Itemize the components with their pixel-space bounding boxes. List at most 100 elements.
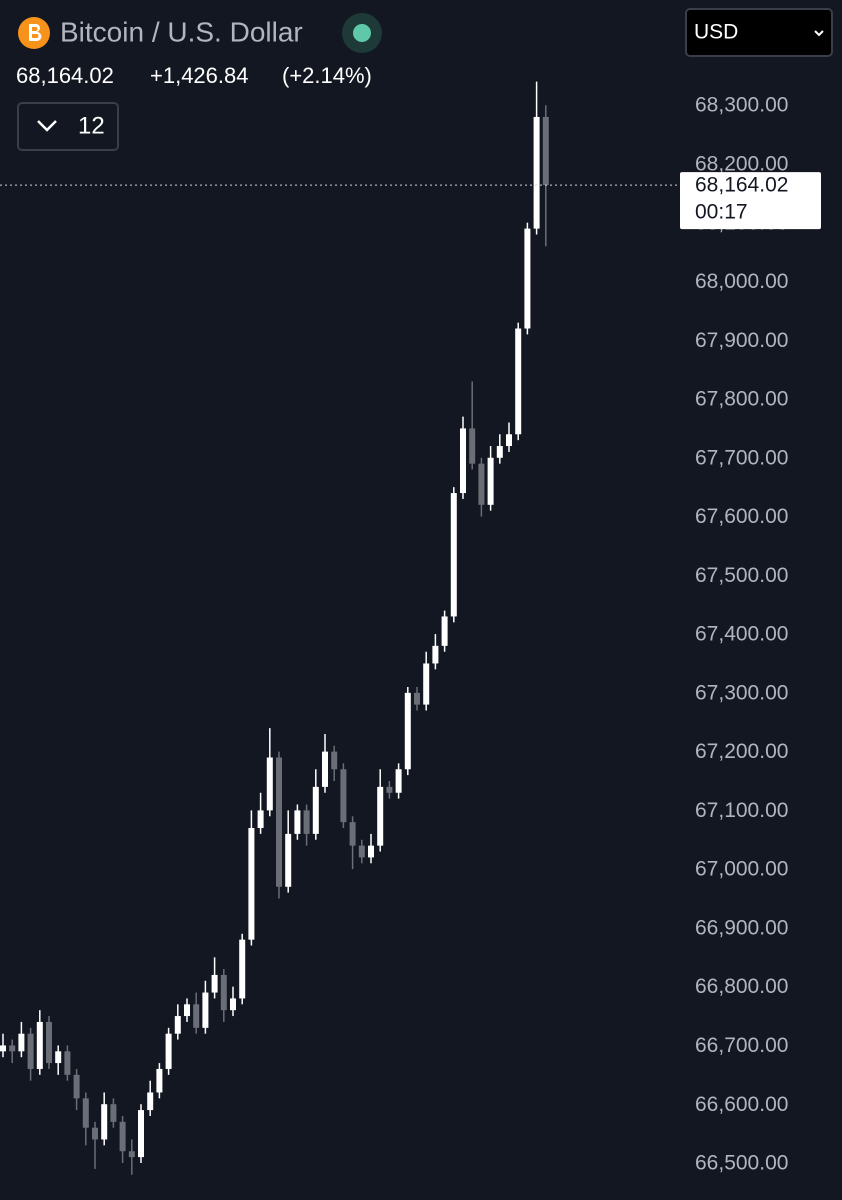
candle-body (165, 1033, 172, 1069)
candle-body (138, 1110, 144, 1158)
chevron-icon (37, 120, 57, 132)
y-tick-label: 66,900.00 (695, 916, 788, 939)
y-tick-label: 67,200.00 (695, 740, 788, 763)
candle-body (220, 974, 227, 1011)
header-change: +1,426.84 (150, 63, 248, 88)
candle-body (303, 810, 310, 834)
bitcoin-glyph (29, 24, 42, 41)
candle-body (487, 457, 494, 505)
candle-body (450, 493, 457, 617)
candle-body (404, 692, 411, 770)
candle-body (368, 845, 374, 858)
candle-body (322, 751, 328, 787)
candle-body (156, 1068, 163, 1093)
candle-body (294, 810, 301, 834)
y-tick-label: 67,500.00 (695, 564, 788, 587)
interval-box[interactable] (17, 102, 119, 151)
y-tick-label: 66,600.00 (695, 1093, 788, 1116)
candle-body (542, 116, 549, 186)
candle-body (349, 822, 356, 846)
candle-body (515, 328, 522, 435)
candle-body (312, 786, 319, 834)
interval-button[interactable]: 12 (17, 102, 119, 151)
y-tick-label: 68,300.00 (695, 94, 788, 117)
header-price: 68,164.02 (16, 63, 114, 88)
y-tick-label: 68,200.00 (695, 153, 788, 176)
y-tick-label: 67,900.00 (695, 329, 788, 352)
candle-body (55, 1051, 62, 1064)
currency-select[interactable]: USD (685, 8, 833, 57)
overlay: Bitcoin / U.S. Dollar 68,164.02 +1,426.8… (0, 8, 833, 230)
last-price-label: 68,164.02 (695, 174, 788, 197)
candle-body (202, 992, 209, 1028)
candle-body (423, 663, 430, 705)
candle-body (119, 1121, 126, 1152)
candle-body (9, 1045, 16, 1052)
candle-body (377, 786, 384, 846)
price-axis: 66,500.00 66,600.00 66,700.00 66,800.00 66,9… (695, 94, 788, 1175)
candle-body (266, 757, 273, 811)
candle-body (506, 434, 512, 447)
candle-body (524, 228, 531, 329)
plot (0, 81, 549, 1175)
candle-body (414, 692, 420, 705)
candle-body (496, 446, 503, 458)
y-tick-label: 66,700.00 (695, 1034, 788, 1057)
candle-body (174, 1016, 181, 1034)
candle-body (386, 786, 393, 793)
chevron-icon (814, 30, 824, 37)
currency-box[interactable] (685, 8, 833, 57)
y-tick-label: 67,000.00 (695, 858, 788, 881)
candle-body (285, 833, 292, 887)
symbol-title: Bitcoin / U.S. Dollar (60, 16, 303, 47)
candle-body (239, 939, 246, 999)
candle-body (340, 769, 347, 823)
candle-body (82, 1098, 89, 1128)
last-price-box (680, 172, 821, 230)
candle-body (230, 998, 236, 1011)
candle-body (128, 1151, 135, 1158)
header-change-pct: (+2.14%) (282, 63, 372, 88)
candle-body (432, 645, 439, 664)
candle-body (248, 828, 255, 940)
currency-label: USD (694, 21, 738, 44)
candle-body (18, 1033, 25, 1052)
status-dot (353, 24, 371, 42)
candle-body (110, 1104, 117, 1122)
candle-body (358, 845, 365, 858)
candle-body (441, 616, 448, 646)
candle-body (184, 1004, 190, 1017)
y-tick-label: 67,800.00 (695, 388, 788, 411)
y-tick-label: 66,800.00 (695, 975, 788, 998)
candle-body (101, 1104, 108, 1140)
candle-body (533, 116, 540, 229)
y-tick-label: 67,400.00 (695, 623, 788, 646)
candle-body (257, 810, 264, 829)
candle-body (211, 974, 218, 993)
candle-body (469, 428, 476, 464)
y-tick-label: 68,000.00 (695, 270, 788, 293)
interval-label: 12 (78, 112, 105, 139)
countdown-label: 00:17 (695, 201, 748, 224)
candle-body (478, 463, 485, 505)
y-tick-label: 67,300.00 (695, 681, 788, 704)
candle-body (36, 1021, 43, 1069)
candle-body (27, 1033, 34, 1069)
candle-body (92, 1127, 98, 1140)
y-tick-label: 67,600.00 (695, 505, 788, 528)
candle-body (276, 757, 282, 887)
candle-body (395, 769, 402, 793)
candle-body (193, 1004, 200, 1028)
candle-body (0, 1045, 6, 1052)
candle-body (73, 1074, 80, 1099)
candle-body (331, 751, 338, 770)
candle-body (64, 1051, 71, 1075)
candle-body (460, 428, 466, 494)
y-tick-label: 67,100.00 (695, 799, 788, 822)
candle-body (46, 1021, 52, 1064)
y-tick-label: 67,700.00 (695, 446, 788, 469)
candle-body (147, 1092, 154, 1111)
